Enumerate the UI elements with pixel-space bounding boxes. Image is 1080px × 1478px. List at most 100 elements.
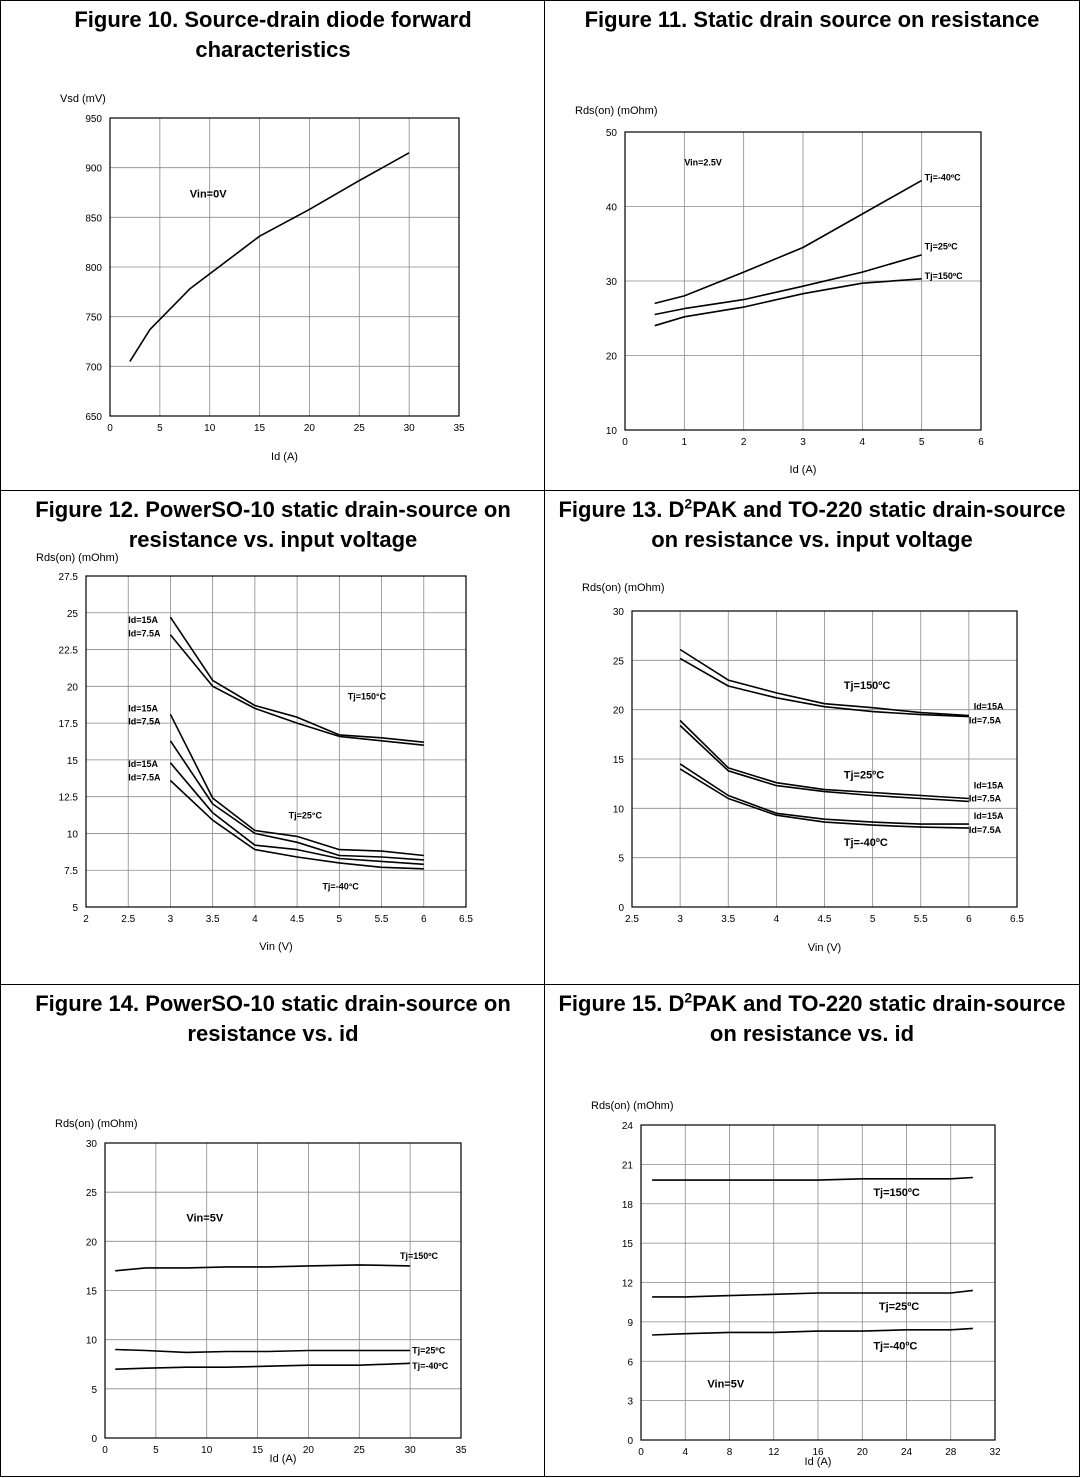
series-line-4 — [679, 724, 969, 803]
series-line-2 — [679, 657, 969, 718]
plot-area — [104, 1142, 462, 1439]
annotation-label: Tj=150°C — [348, 692, 387, 702]
x-tick-label: 4.5 — [290, 914, 304, 925]
figure-15-title: Figure 15. D2PAK and TO-220 static drain… — [558, 989, 1066, 1046]
x-tick-label: 0 — [102, 1445, 108, 1456]
y-tick-label: 5 — [618, 854, 624, 865]
x-tick-label: 2.5 — [625, 914, 639, 925]
x-tick-label: 35 — [455, 1445, 467, 1456]
y-tick-label: 24 — [622, 1121, 634, 1132]
annotation-label: Id=15A — [128, 759, 158, 769]
x-tick-label: 15 — [254, 423, 266, 434]
series-line-2 — [169, 634, 424, 746]
x-tick-label: 3 — [677, 914, 683, 925]
x-tick-label: 5.5 — [375, 914, 389, 925]
annotation-label: Vin=5V — [707, 1379, 744, 1391]
annotation-label: Tj=25ºC — [879, 1301, 919, 1313]
x-tick-label: 4.5 — [818, 914, 832, 925]
x-tick-label: 10 — [204, 423, 216, 434]
y-tick-label: 850 — [85, 213, 102, 224]
x-tick-label: 35 — [453, 423, 465, 434]
y-tick-label: 0 — [91, 1434, 97, 1445]
y-tick-label: 10 — [606, 426, 618, 437]
annotation-label: Id=7.5A — [128, 628, 161, 638]
x-axis-label: Vin (V) — [808, 942, 841, 954]
series-line-3 — [115, 1362, 411, 1370]
annotation-label: Id=15A — [128, 615, 158, 625]
x-tick-label: 3 — [168, 914, 174, 925]
x-tick-label: 6 — [966, 914, 972, 925]
x-tick-label: 6 — [978, 437, 984, 448]
plot-area — [631, 610, 1018, 908]
x-tick-label: 2 — [83, 914, 89, 925]
y-axis-label: Rds(on) (mOhm) — [591, 1100, 674, 1112]
x-tick-label: 6 — [421, 914, 427, 925]
figure-10-title: Figure 10. Source-drain diode forward ch… — [74, 7, 472, 62]
y-tick-label: 0 — [618, 903, 624, 914]
x-tick-label: 1 — [682, 437, 688, 448]
series-line-2 — [654, 254, 922, 316]
y-tick-label: 22.5 — [59, 646, 79, 657]
y-axis-label: Rds(on) (mOhm) — [575, 105, 658, 117]
y-axis-label: Rds(on) (mOhm) — [36, 552, 119, 564]
series-line-5 — [679, 763, 969, 825]
annotation-label: Vin=0V — [190, 188, 227, 200]
y-tick-label: 25 — [613, 656, 625, 667]
x-tick-label: 20 — [303, 1445, 315, 1456]
series-line-2 — [115, 1348, 411, 1354]
annotation-label: Tj=150ºC — [844, 680, 891, 692]
gridlines — [109, 117, 460, 417]
series-line-1 — [652, 1176, 973, 1181]
figure-12-chart: 2 2.5 3 3.5 4 4.5 5 5.5 6 6.557.51012.51517.52022… — [36, 552, 473, 953]
x-tick-label: 20 — [304, 423, 316, 434]
figure-15-chart: 0 4 8 12 16 20 24 28 32 0 3 6 9 12 15 18 21 24 Rds(on) (mO… — [591, 1100, 1001, 1468]
x-tick-label: 5.5 — [914, 914, 928, 925]
x-tick-label: 10 — [201, 1445, 213, 1456]
x-tick-label: 8 — [727, 1447, 733, 1458]
figure-14-chart: 0 5 10 15 20 25 30 35 0 5 10 15 20 25 30 Rds(on) (mOhm)… — [55, 1118, 467, 1465]
annotation-label: Id=15A — [974, 811, 1004, 821]
figure-13-chart: 2.5 3 3.5 4 4.5 5 5.5 6 6.5 0 5 10 15 20 25 30 Rds(on) (… — [582, 582, 1024, 954]
x-tick-label: 32 — [989, 1447, 1001, 1458]
annotation-label: Tj=-40ºC — [412, 1361, 449, 1371]
annotation-label: Id=15A — [974, 781, 1004, 791]
y-tick-label: 800 — [85, 263, 102, 274]
x-tick-label: 30 — [404, 423, 416, 434]
y-tick-label: 10 — [67, 829, 79, 840]
figure-13-title: Figure 13. D2PAK and TO-220 static drain… — [558, 495, 1066, 552]
y-tick-label: 7.5 — [64, 866, 78, 877]
series-line-1 — [115, 1264, 411, 1272]
x-tick-label: 16 — [812, 1447, 824, 1458]
series-line-4 — [169, 740, 424, 861]
y-tick-label: 15 — [67, 756, 79, 767]
plot-area — [624, 131, 982, 431]
y-tick-label: 15 — [622, 1239, 634, 1250]
x-axis-label: Id (A) — [271, 451, 298, 463]
annotation-label: Tj=-40ºC — [873, 1340, 917, 1352]
y-tick-label: 40 — [606, 203, 618, 214]
y-tick-label: 20 — [606, 352, 618, 363]
annotation-label: Tj=-40°C — [322, 881, 359, 891]
x-tick-label: 12 — [768, 1447, 780, 1458]
y-tick-label: 20 — [67, 682, 79, 693]
y-tick-label: 25 — [86, 1188, 98, 1199]
series-line-3 — [169, 713, 424, 857]
annotation-label: Vin=5V — [186, 1213, 223, 1225]
series-line-3 — [652, 1327, 973, 1336]
x-tick-label: 25 — [354, 423, 366, 434]
x-tick-label: 5 — [870, 914, 876, 925]
x-tick-label: 5 — [919, 437, 925, 448]
x-tick-label: 3.5 — [721, 914, 735, 925]
x-tick-label: 6.5 — [1010, 914, 1024, 925]
annotation-label: Id=7.5A — [128, 717, 161, 727]
x-tick-label: 0 — [638, 1447, 644, 1458]
x-tick-label: 20 — [857, 1447, 869, 1458]
y-tick-label: 25 — [67, 609, 79, 620]
figure-12-panel: Figure 12. PowerSO-10 static drain-sourc… — [0, 490, 546, 986]
plot-area — [85, 575, 467, 908]
x-tick-label: 5 — [157, 423, 163, 434]
x-tick-label: 28 — [945, 1447, 957, 1458]
x-tick-label: 6.5 — [459, 914, 473, 925]
y-tick-label: 950 — [85, 114, 102, 125]
x-tick-label: 15 — [252, 1445, 264, 1456]
